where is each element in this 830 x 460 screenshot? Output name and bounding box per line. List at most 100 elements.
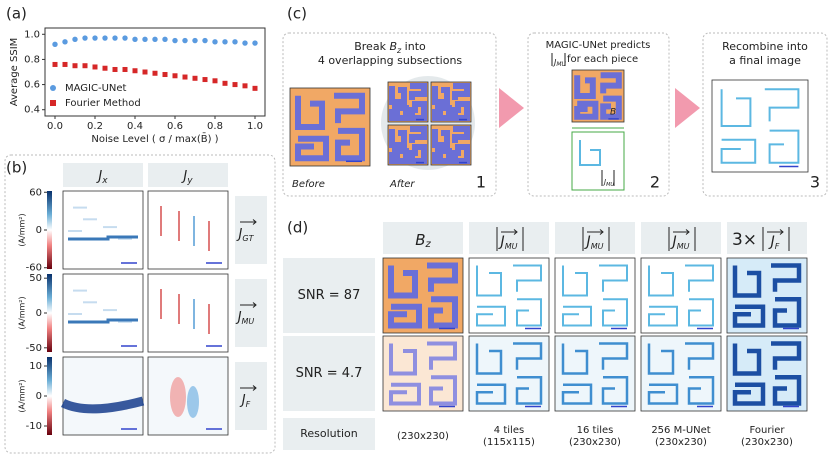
row-header: Resolution [300, 427, 358, 440]
image-feature [170, 377, 186, 417]
colorbar-unit: (A/mm²) [18, 296, 27, 329]
point [182, 37, 188, 44]
image-feature [452, 101, 470, 121]
x-tick-label: 0.4 [127, 121, 143, 132]
image-feature [193, 216, 195, 246]
resolution-label: (230x230) [397, 431, 449, 442]
colorbar [47, 357, 52, 435]
column-header: 3× [732, 230, 757, 250]
image-feature [515, 376, 543, 405]
image-label: B [610, 108, 616, 118]
image-label: JMU [602, 178, 614, 188]
colorbar-tick-label: 0 [36, 391, 42, 402]
vector-arrow [513, 229, 518, 235]
image-feature [579, 140, 601, 166]
step-text: Break Bz into [354, 40, 426, 55]
y-tick-label: 1.0 [24, 29, 40, 40]
image-feature [432, 148, 452, 164]
image-feature [452, 144, 470, 164]
colorbar-unit: (A/mm²) [18, 379, 27, 412]
column-header: JMU [584, 234, 604, 251]
image-feature [208, 304, 210, 334]
point [72, 36, 78, 43]
image-feature [432, 105, 452, 121]
resolution-label: (230x230) [741, 437, 793, 448]
point [52, 41, 58, 48]
resolution-label: Fourier [749, 425, 785, 436]
point [122, 35, 128, 41]
column-header: Jx [95, 169, 108, 186]
image-feature [648, 265, 674, 297]
vector-arrow [252, 385, 257, 391]
image-feature [160, 289, 162, 319]
legend-marker [50, 100, 56, 106]
step-number: 1 [476, 173, 486, 192]
step-text: JMU [552, 58, 567, 68]
image-feature [335, 127, 365, 162]
step-text: for each piece [567, 54, 638, 65]
point [122, 66, 128, 72]
header-cell [727, 222, 807, 254]
image-feature [599, 264, 628, 292]
image-feature [475, 383, 507, 405]
text-part: GT [242, 234, 254, 243]
image-feature [409, 126, 427, 143]
point [92, 64, 98, 70]
image-feature [389, 86, 407, 105]
image-feature [685, 264, 714, 292]
legend-label: MAGIC-UNet [65, 83, 127, 94]
image-feature [409, 144, 427, 164]
header-cell [469, 222, 549, 254]
colorbar [47, 274, 52, 352]
point [62, 39, 68, 45]
point [202, 77, 208, 83]
colorbar-unit: (A/mm²) [18, 213, 27, 246]
legend-marker [50, 85, 56, 91]
image-feature [574, 75, 596, 99]
text-part: J [180, 169, 187, 184]
column-header: JMU [498, 234, 518, 251]
text-part: MU [242, 317, 255, 326]
text-part: F [246, 400, 251, 409]
point [112, 66, 118, 72]
image-feature [389, 343, 417, 376]
image-feature [68, 318, 138, 324]
text-part: B [415, 231, 425, 249]
vector-arrow [779, 229, 784, 235]
y-tick-label: 0.8 [24, 54, 40, 65]
text-part: z [396, 46, 402, 55]
colorbar-tick-label: 60 [29, 187, 42, 198]
y-axis-label: Average SSIM [9, 38, 20, 107]
image-feature [432, 86, 450, 105]
text-part: J [768, 234, 775, 250]
text-part: J [239, 393, 246, 408]
image-feature [427, 341, 457, 370]
image-feature [427, 262, 458, 292]
x-tick-label: 0.2 [87, 121, 103, 132]
text-part: z [425, 239, 432, 250]
header-cell [148, 163, 228, 187]
point [82, 35, 88, 41]
step-text: Recombine into [722, 40, 808, 53]
image-feature [118, 320, 132, 323]
text-part: B [389, 40, 397, 53]
resolution-label: 256 M-UNet [651, 425, 710, 436]
x-tick-label: 0.6 [167, 121, 183, 132]
column-header: JMU [670, 234, 690, 251]
image-feature [409, 83, 427, 100]
row-header-cell [283, 336, 375, 411]
text-part: x [101, 176, 108, 186]
image-feature [103, 226, 117, 229]
text-part: MU [606, 182, 614, 188]
image-feature [452, 126, 470, 143]
row-header-cell [235, 279, 267, 347]
image-feature [772, 297, 802, 328]
point [102, 65, 108, 71]
image-feature [295, 135, 329, 162]
image-feature [688, 298, 714, 327]
text-part: MU [677, 242, 690, 251]
colorbar-tick-label: 10 [29, 361, 42, 372]
image-feature [68, 230, 82, 232]
image-feature [732, 265, 762, 298]
resolution-label: (230x230) [655, 437, 707, 448]
